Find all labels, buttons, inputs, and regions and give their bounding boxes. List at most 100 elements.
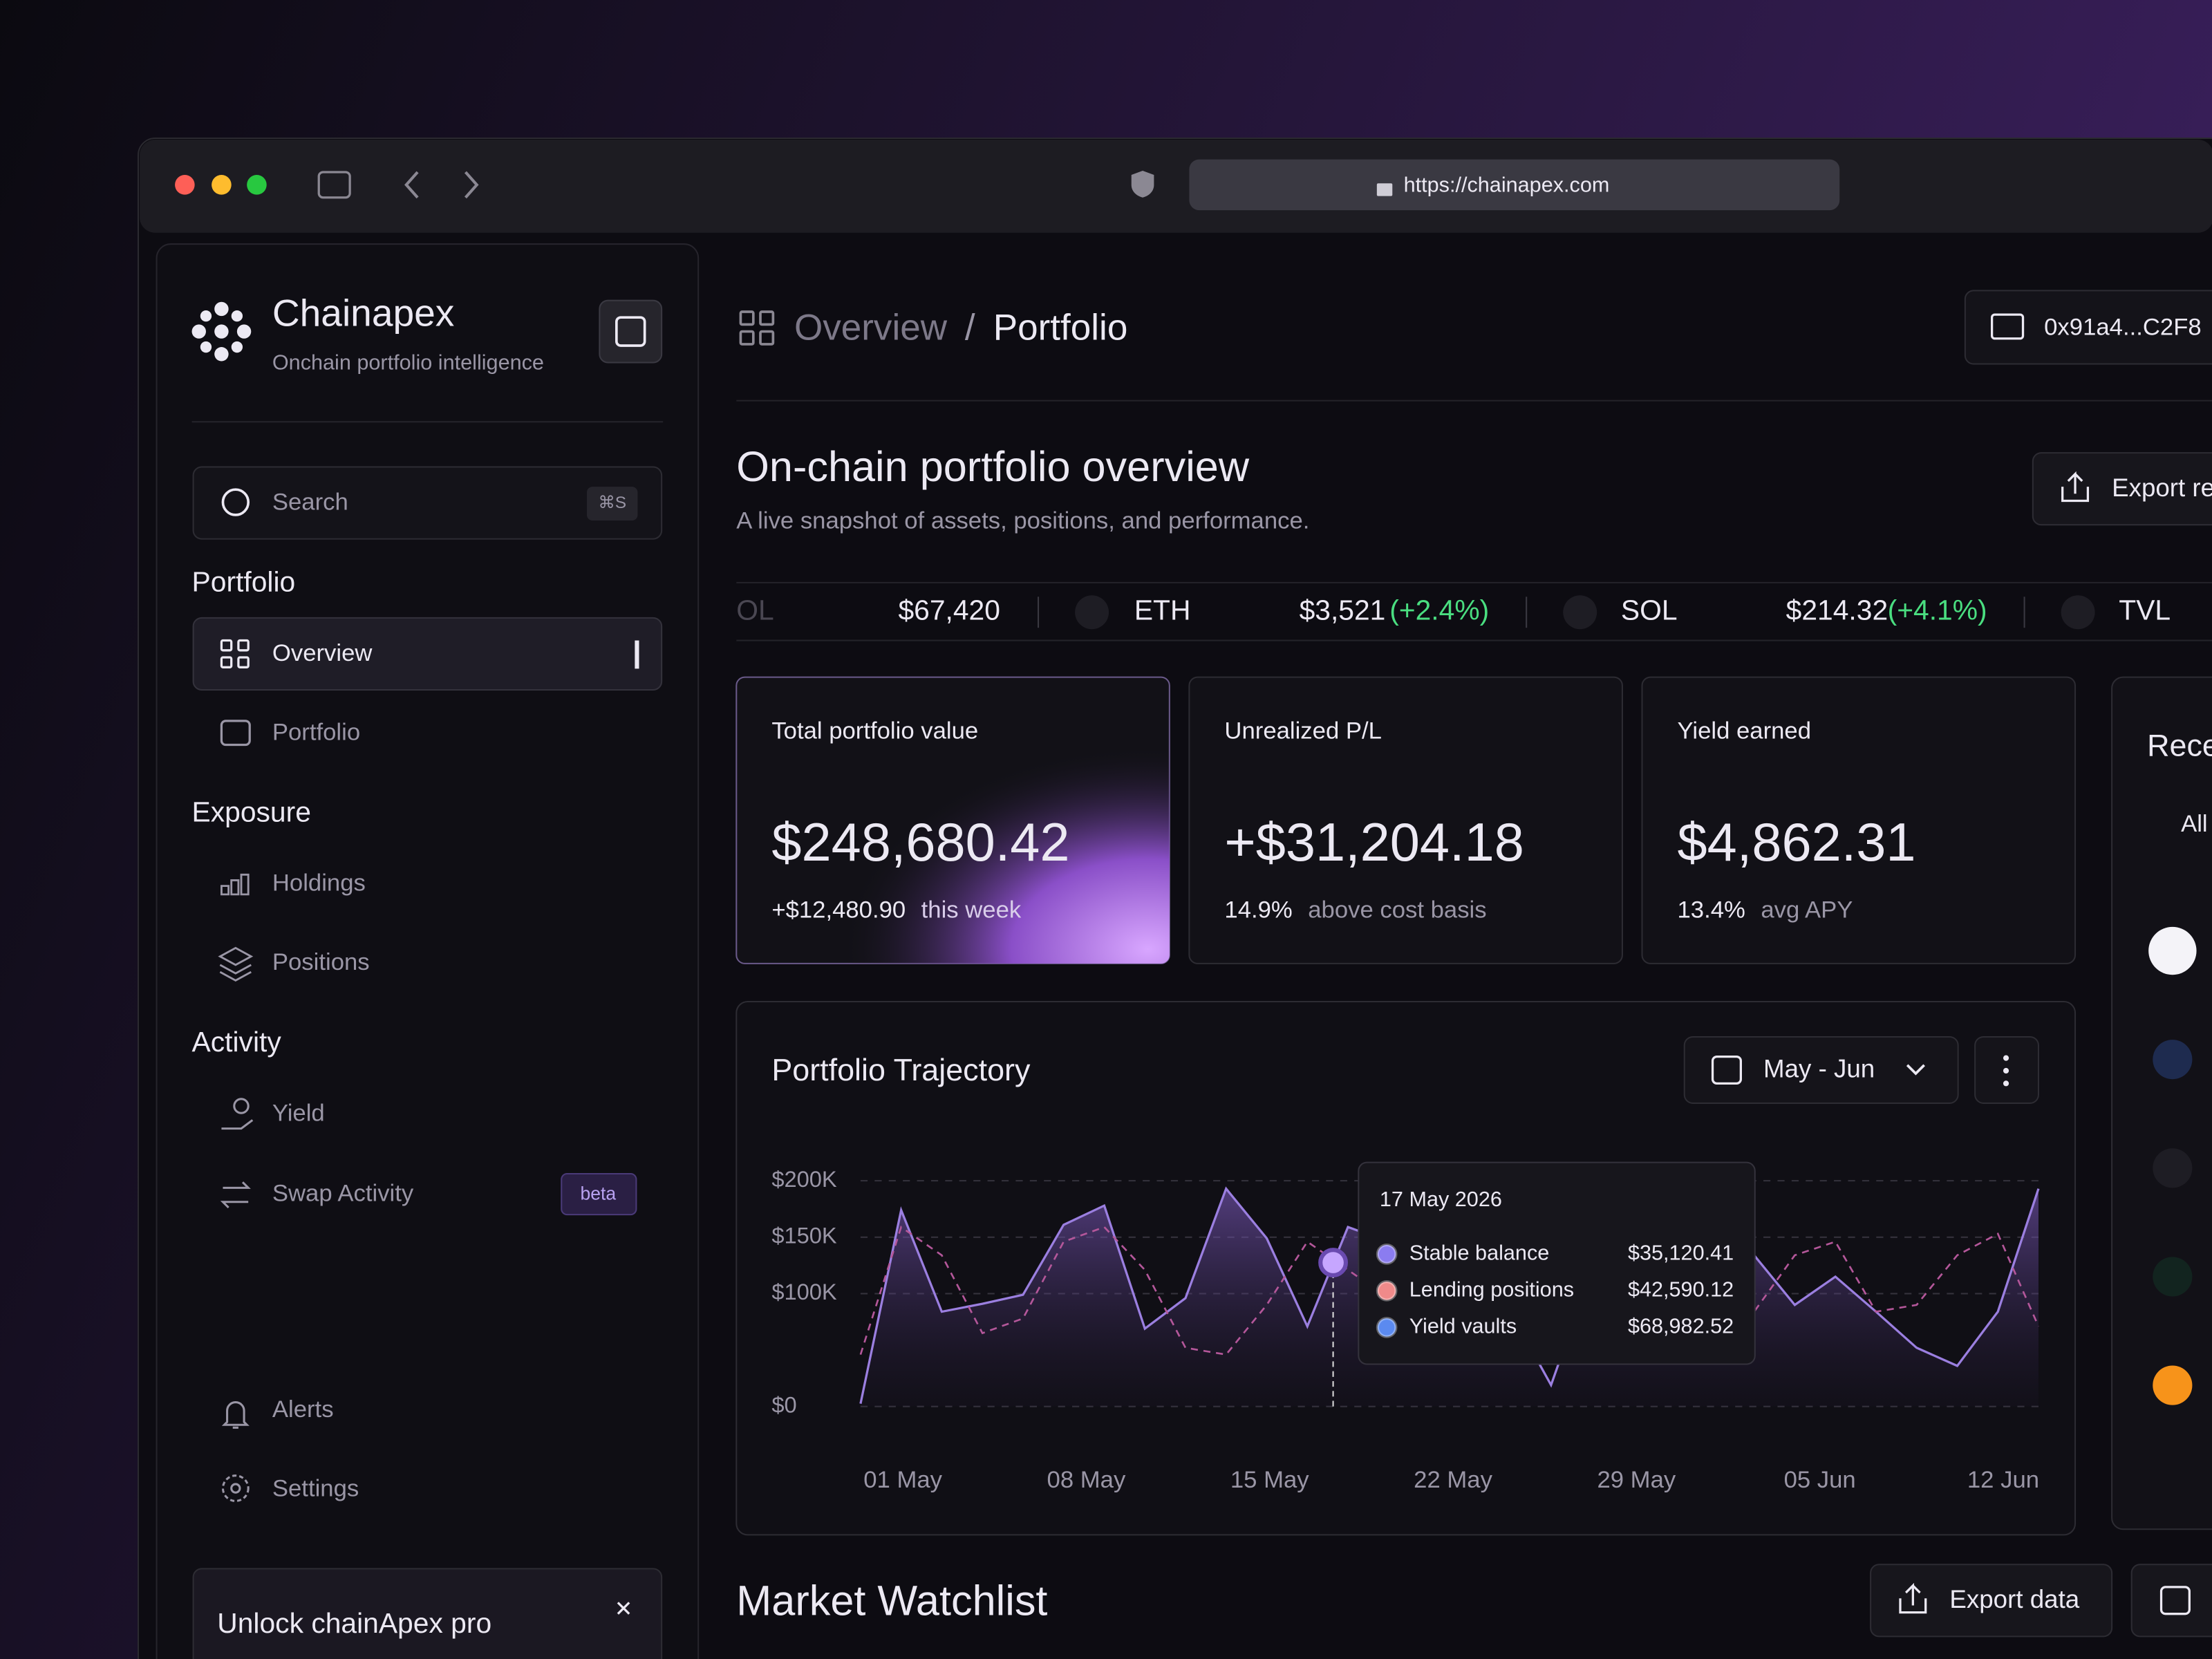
recent-panel <box>2111 676 2212 1530</box>
card-glow <box>736 677 1170 964</box>
page-title: On-chain portfolio overview <box>736 443 1250 490</box>
cards: Total portfolio value $248,680.42 +$12,480… <box>735 676 2077 964</box>
asset-icon <box>2153 1257 2193 1297</box>
y-tick-label: $0 <box>771 1391 796 1417</box>
nav-item[interactable]: Alerts <box>272 1396 334 1423</box>
card-value: $248,680.42 <box>771 813 1069 872</box>
collapse-button[interactable] <box>599 299 663 364</box>
ticker-symbol: TVL <box>2119 594 2171 626</box>
icon <box>220 873 250 896</box>
ticker-symbol: SOL <box>1621 594 1678 626</box>
card <box>1641 676 2077 964</box>
ticker-symbol: OL <box>736 594 774 626</box>
page-subtitle: A live snapshot of assets, positions, an… <box>736 507 1309 534</box>
card-title: Total portfolio value <box>771 718 978 744</box>
asset-icon <box>2153 1148 2193 1188</box>
card-note: this week <box>921 897 1022 924</box>
hover-point <box>1318 1248 1348 1277</box>
tooltip-box <box>1358 1161 1756 1365</box>
overview-icon <box>220 639 250 668</box>
asset-icon <box>2153 1365 2193 1405</box>
card-delta: +$12,480.90 <box>771 897 906 924</box>
ticker-price: $3,521 <box>1300 594 1386 626</box>
chart-title: Portfolio Trajectory <box>771 1052 1031 1087</box>
url-bar[interactable] <box>1189 159 1840 211</box>
tagline: Onchain portfolio intelligence <box>272 351 544 375</box>
nav-arrows[interactable] <box>404 171 479 199</box>
shortcut: ⌘S <box>598 494 626 512</box>
x-tick-label: 12 Jun <box>1967 1467 2039 1493</box>
icon <box>221 1401 250 1429</box>
export-icon <box>2061 471 2090 503</box>
y-tick-label: $200K <box>771 1166 837 1192</box>
card-title: Yield earned <box>1678 718 1812 744</box>
tooltip-value: $35,120.41 <box>1628 1241 1734 1264</box>
lock <box>1376 183 1393 196</box>
shortcut-badge <box>586 487 638 521</box>
tooltip-value: $42,590.12 <box>1628 1277 1734 1301</box>
active-item[interactable] <box>192 617 663 691</box>
nav-item[interactable]: Holdings <box>272 870 366 897</box>
icon <box>230 1483 241 1494</box>
wallet-icon <box>1991 313 2025 340</box>
asset-icon <box>2148 926 2197 975</box>
ticker-symbol: ETH <box>1134 594 1191 626</box>
breadcrumb-icon <box>739 310 775 346</box>
card-note: avg APY <box>1761 897 1853 924</box>
minimize[interactable] <box>212 175 232 195</box>
section-title: Exposure <box>192 796 311 827</box>
x-tick-label: 05 Jun <box>1784 1467 1856 1493</box>
card-title: Unrealized P/L <box>1224 718 1382 744</box>
nav-item[interactable]: Yield <box>272 1100 325 1126</box>
collapse-icon <box>615 316 646 347</box>
sidebar-toggle[interactable] <box>317 171 351 199</box>
calendar-button[interactable] <box>2130 1564 2212 1638</box>
legend-dot <box>1376 1243 1398 1265</box>
line <box>859 1225 2040 1356</box>
promo <box>192 1568 663 1659</box>
card-delta: 14.9% <box>1224 897 1292 924</box>
eth-icon <box>1075 595 1109 630</box>
x-tick-label: 01 May <box>863 1467 942 1493</box>
title-bar <box>140 140 2212 233</box>
x-tick-label: 22 May <box>1414 1467 1492 1493</box>
export-button[interactable] <box>2032 452 2212 526</box>
x-tick-label: 15 May <box>1230 1467 1309 1493</box>
ticker-price: $67,420 <box>898 594 1000 626</box>
sidebar <box>156 243 700 1659</box>
export-button[interactable] <box>1870 1564 2113 1638</box>
y-tick-label: $150K <box>771 1222 837 1248</box>
icon <box>220 720 251 747</box>
export-icon <box>1899 1582 1927 1614</box>
nav-item[interactable]: Overview <box>272 640 373 666</box>
nav-item[interactable]: Swap Activity <box>272 1181 414 1207</box>
asset-icon <box>2153 1040 2193 1080</box>
tooltip-label: Stable balance <box>1409 1241 1550 1264</box>
wallet-button[interactable] <box>1964 290 2212 365</box>
nav-item[interactable]: Settings <box>272 1475 359 1501</box>
nav-item[interactable]: Portfolio <box>272 719 360 745</box>
recent-filter[interactable]: All <box>2181 811 2208 837</box>
tvl-icon <box>2061 595 2095 630</box>
icon <box>221 1474 250 1502</box>
shield <box>1131 170 1154 198</box>
card <box>1188 676 1623 964</box>
range-picker[interactable] <box>1683 1035 1959 1104</box>
promo-close[interactable] <box>617 1602 630 1615</box>
nav-item[interactable]: Positions <box>272 949 370 975</box>
ticker-price: $214.32 <box>1786 594 1888 626</box>
calendar-icon <box>2159 1586 2191 1615</box>
close[interactable] <box>175 175 195 195</box>
maximize[interactable] <box>247 175 267 195</box>
breadcrumb[interactable]: Overview <box>794 308 948 348</box>
tooltip-label: Lending positions <box>1409 1277 1574 1301</box>
calendar-icon <box>1711 1055 1742 1085</box>
x-tick-label: 29 May <box>1597 1467 1676 1493</box>
tooltip: 17 May 2026 Stable balance $35,120.41 Lend… <box>1358 1161 1756 1365</box>
wallet: 0x91a4...C2F8 <box>2044 315 2202 341</box>
search-box[interactable] <box>192 466 663 540</box>
legend-dot <box>1376 1280 1398 1302</box>
beta-badge <box>561 1172 637 1216</box>
